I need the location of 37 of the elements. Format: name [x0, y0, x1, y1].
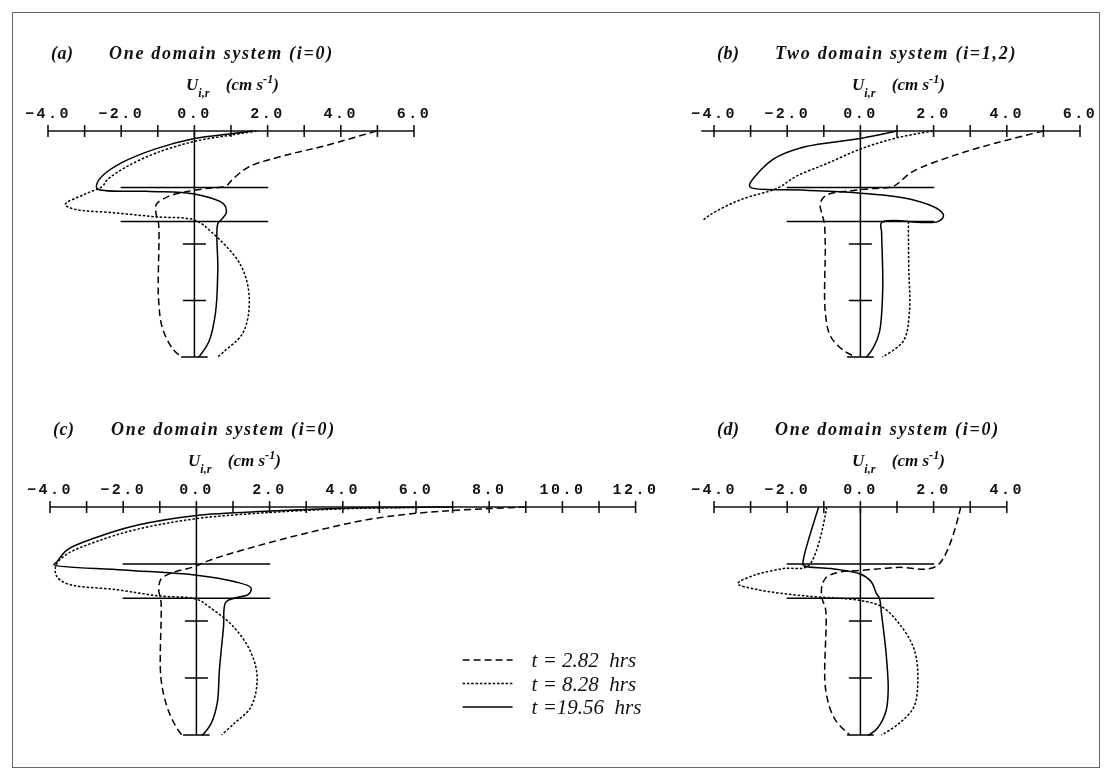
x-tick-label: 6.0: [396, 106, 432, 123]
x-tick-label: 2.0: [916, 482, 951, 499]
x-tick-label: 2.0: [916, 106, 951, 123]
x-tick-label: −2.0: [764, 482, 811, 499]
chart-title: (c) One domain system (i=0): [53, 419, 336, 439]
x-tick-label: 4.0: [989, 106, 1025, 123]
x-tick-label: 8.0: [471, 482, 507, 499]
text: U$_{i,r}$ (cm s$^{-1}$): [852, 72, 945, 100]
x-tick-label: 4.0: [989, 482, 1025, 499]
text: U$_{i,r}$ (cm s$^{-1}$): [188, 448, 281, 476]
x-tick-label: 6.0: [1062, 106, 1098, 123]
x-tick-label: −2.0: [100, 482, 147, 499]
x-tick-label: −4.0: [26, 482, 74, 499]
x-tick-label: −4.0: [690, 106, 738, 123]
x-tick-label: −2.0: [98, 106, 145, 123]
x-tick-label: 2.0: [252, 482, 287, 499]
x-tick-label: 0.0: [179, 482, 214, 499]
x-tick-label: 2.0: [250, 106, 285, 123]
text: U$_{i,r}$ (cm s$^{-1}$): [852, 448, 945, 476]
legend-label: t =19.56 hrs: [531, 695, 642, 719]
x-tick-label: 0.0: [843, 106, 878, 123]
x-tick-label: −4.0: [690, 482, 738, 499]
x-tick-label: 4.0: [323, 106, 359, 123]
x-tick-label: 10.0: [539, 482, 586, 499]
chart-title: (b) Two domain system (i=1,2): [717, 43, 1018, 63]
x-tick-label: −2.0: [764, 106, 811, 123]
chart-title: (a) One domain system (i=0): [51, 43, 334, 63]
x-tick-label: 0.0: [177, 106, 212, 123]
legend-label: t = 8.28 hrs: [531, 671, 637, 696]
legend-label: t = 2.82 hrs: [531, 648, 637, 672]
x-tick-label: 6.0: [398, 482, 434, 499]
x-tick-label: −4.0: [24, 106, 72, 123]
x-tick-label: 0.0: [843, 482, 878, 499]
chart-title: (d) One domain system (i=0): [717, 419, 1000, 439]
x-tick-label: 12.0: [612, 482, 659, 499]
x-tick-label: 4.0: [325, 482, 361, 499]
text: U$_{i,r}$ (cm s$^{-1}$): [186, 72, 279, 100]
